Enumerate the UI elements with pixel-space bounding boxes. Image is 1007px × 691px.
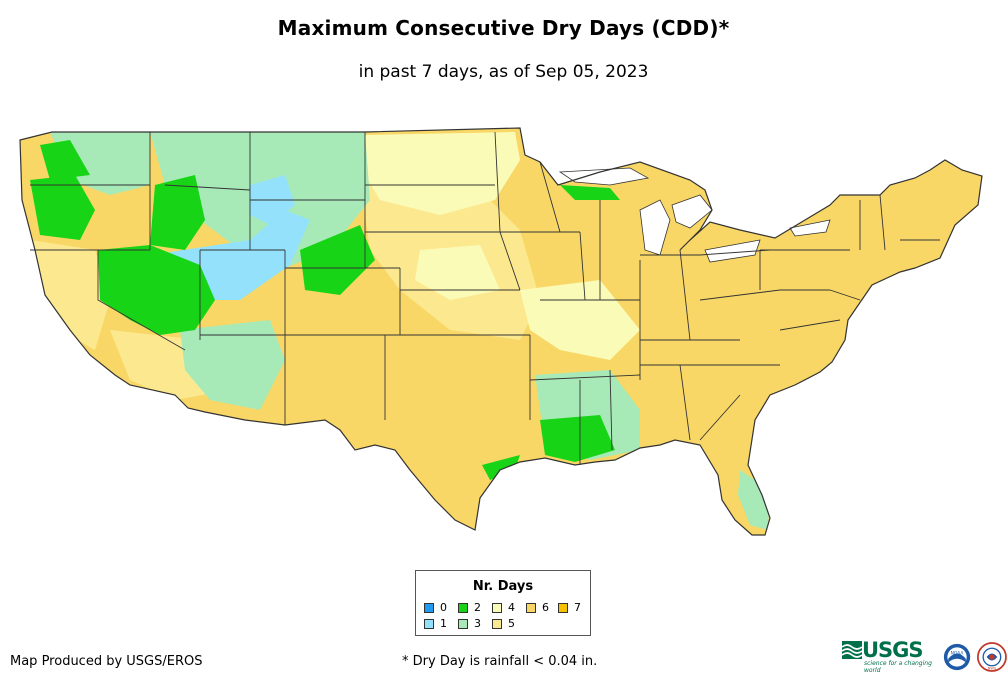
noaa-logo-text: NOAA: [951, 650, 964, 656]
region-4-days-dakotas: [365, 132, 520, 215]
region-3-days-southwest: [180, 320, 285, 410]
legend-swatch-1: [424, 618, 434, 629]
legend-item-3: 3: [458, 617, 481, 630]
legend-swatch-0: [424, 602, 434, 613]
state-borders: [19, 127, 983, 536]
region-2-days-washington: [40, 140, 90, 180]
nws-logo-icon: NWS: [977, 642, 1007, 672]
agency-logos: USGS science for a changing world NOAA N…: [842, 640, 1007, 674]
legend-swatch-3: [458, 618, 468, 629]
usgs-tagline: science for a changing world: [864, 660, 932, 674]
legend-label-0: 0: [440, 601, 447, 614]
dry-day-footnote: * Dry Day is rainfall < 0.04 in.: [402, 654, 598, 669]
great-lakes: [558, 167, 831, 263]
usgs-logo: USGS science for a changing world: [842, 640, 937, 674]
legend-item-7: 7: [558, 601, 581, 614]
region-4-days-kansas: [415, 245, 500, 300]
legend-label-1: 1: [440, 617, 447, 630]
legend-swatch-5: [492, 618, 502, 629]
legend-title: Nr. Days: [472, 579, 534, 594]
legend-label-3: 3: [474, 617, 481, 630]
legend-swatch-6: [526, 602, 536, 613]
legend-item-1: 1: [424, 617, 447, 630]
us-dry-days-map: [19, 127, 983, 536]
legend-item-6: 6: [526, 601, 549, 614]
legend-label-2: 2: [474, 601, 481, 614]
map-credit: Map Produced by USGS/EROS: [10, 654, 203, 669]
legend-item-5: 5: [492, 617, 515, 630]
legend-label-6: 6: [542, 601, 549, 614]
legend-swatch-7: [558, 602, 568, 613]
legend: Nr. Days 0 1 2 3 4 5 6 7: [415, 570, 591, 636]
map-title: Maximum Consecutive Dry Days (CDD)*: [277, 16, 730, 40]
legend-item-2: 2: [458, 601, 481, 614]
usgs-wave-icon: [842, 641, 862, 659]
region-5-days-west: [30, 240, 110, 350]
legend-swatch-2: [458, 602, 468, 613]
legend-label-5: 5: [508, 617, 515, 630]
region-2-days-great-basin: [98, 245, 215, 335]
legend-label-4: 4: [508, 601, 515, 614]
region-2-days-colorado: [300, 225, 375, 295]
legend-item-0: 0: [424, 601, 447, 614]
legend-item-4: 4: [492, 601, 515, 614]
usgs-logo-text: USGS: [862, 638, 924, 662]
legend-swatch-4: [492, 602, 502, 613]
map-subtitle: in past 7 days, as of Sep 05, 2023: [358, 62, 649, 82]
region-2-days-louisiana: [540, 415, 615, 462]
region-2-days-idaho: [150, 175, 205, 250]
region-2-days-upper-michigan: [560, 185, 620, 200]
nws-logo-text: NWS: [988, 666, 997, 670]
region-2-days-texas-coast: [482, 455, 520, 480]
legend-label-7: 7: [574, 601, 581, 614]
noaa-logo-icon: NOAA: [943, 643, 971, 671]
region-2-days-oregon: [30, 175, 95, 240]
